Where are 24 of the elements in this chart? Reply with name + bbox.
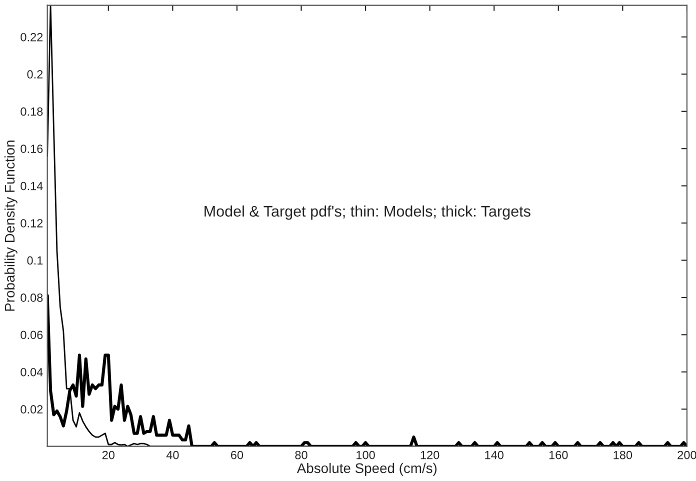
x-tick-label: 20: [102, 450, 114, 460]
x-tick-label: 200: [678, 450, 696, 460]
y-tick-label: 0.22: [20, 32, 43, 42]
x-tick-label: 180: [614, 450, 632, 460]
x-tick-label: 160: [549, 450, 568, 460]
y-tick-label: 0.02: [20, 405, 43, 414]
y-tick-label: 0.06: [20, 330, 43, 340]
y-tick-label: 0.08: [20, 294, 43, 302]
x-tick-label: 100: [356, 450, 375, 460]
y-tick-label: 0.18: [20, 107, 43, 116]
y-axis-title: Probability Density Function: [4, 140, 18, 311]
x-tick-label: 140: [485, 450, 504, 460]
annotation: Model & Target pdf's; thin: Models; thick: Targets: [204, 205, 530, 220]
y-tick-label: 0.2: [27, 70, 43, 79]
x-tick-label: 40: [166, 450, 179, 460]
y-tick-label: 0.1: [27, 256, 43, 265]
x-axis-title: Absolute Speed (cm/s): [296, 462, 437, 476]
x-tick-label: 60: [231, 450, 244, 460]
y-tick-label: 0.14: [20, 182, 43, 190]
y-tick-label: 0.04: [20, 368, 43, 376]
y-tick-label: 0.12: [20, 219, 43, 228]
x-tick-label: 120: [420, 450, 440, 460]
x-tick-label: 80: [295, 450, 308, 460]
y-tick-label: 0.16: [20, 144, 43, 153]
